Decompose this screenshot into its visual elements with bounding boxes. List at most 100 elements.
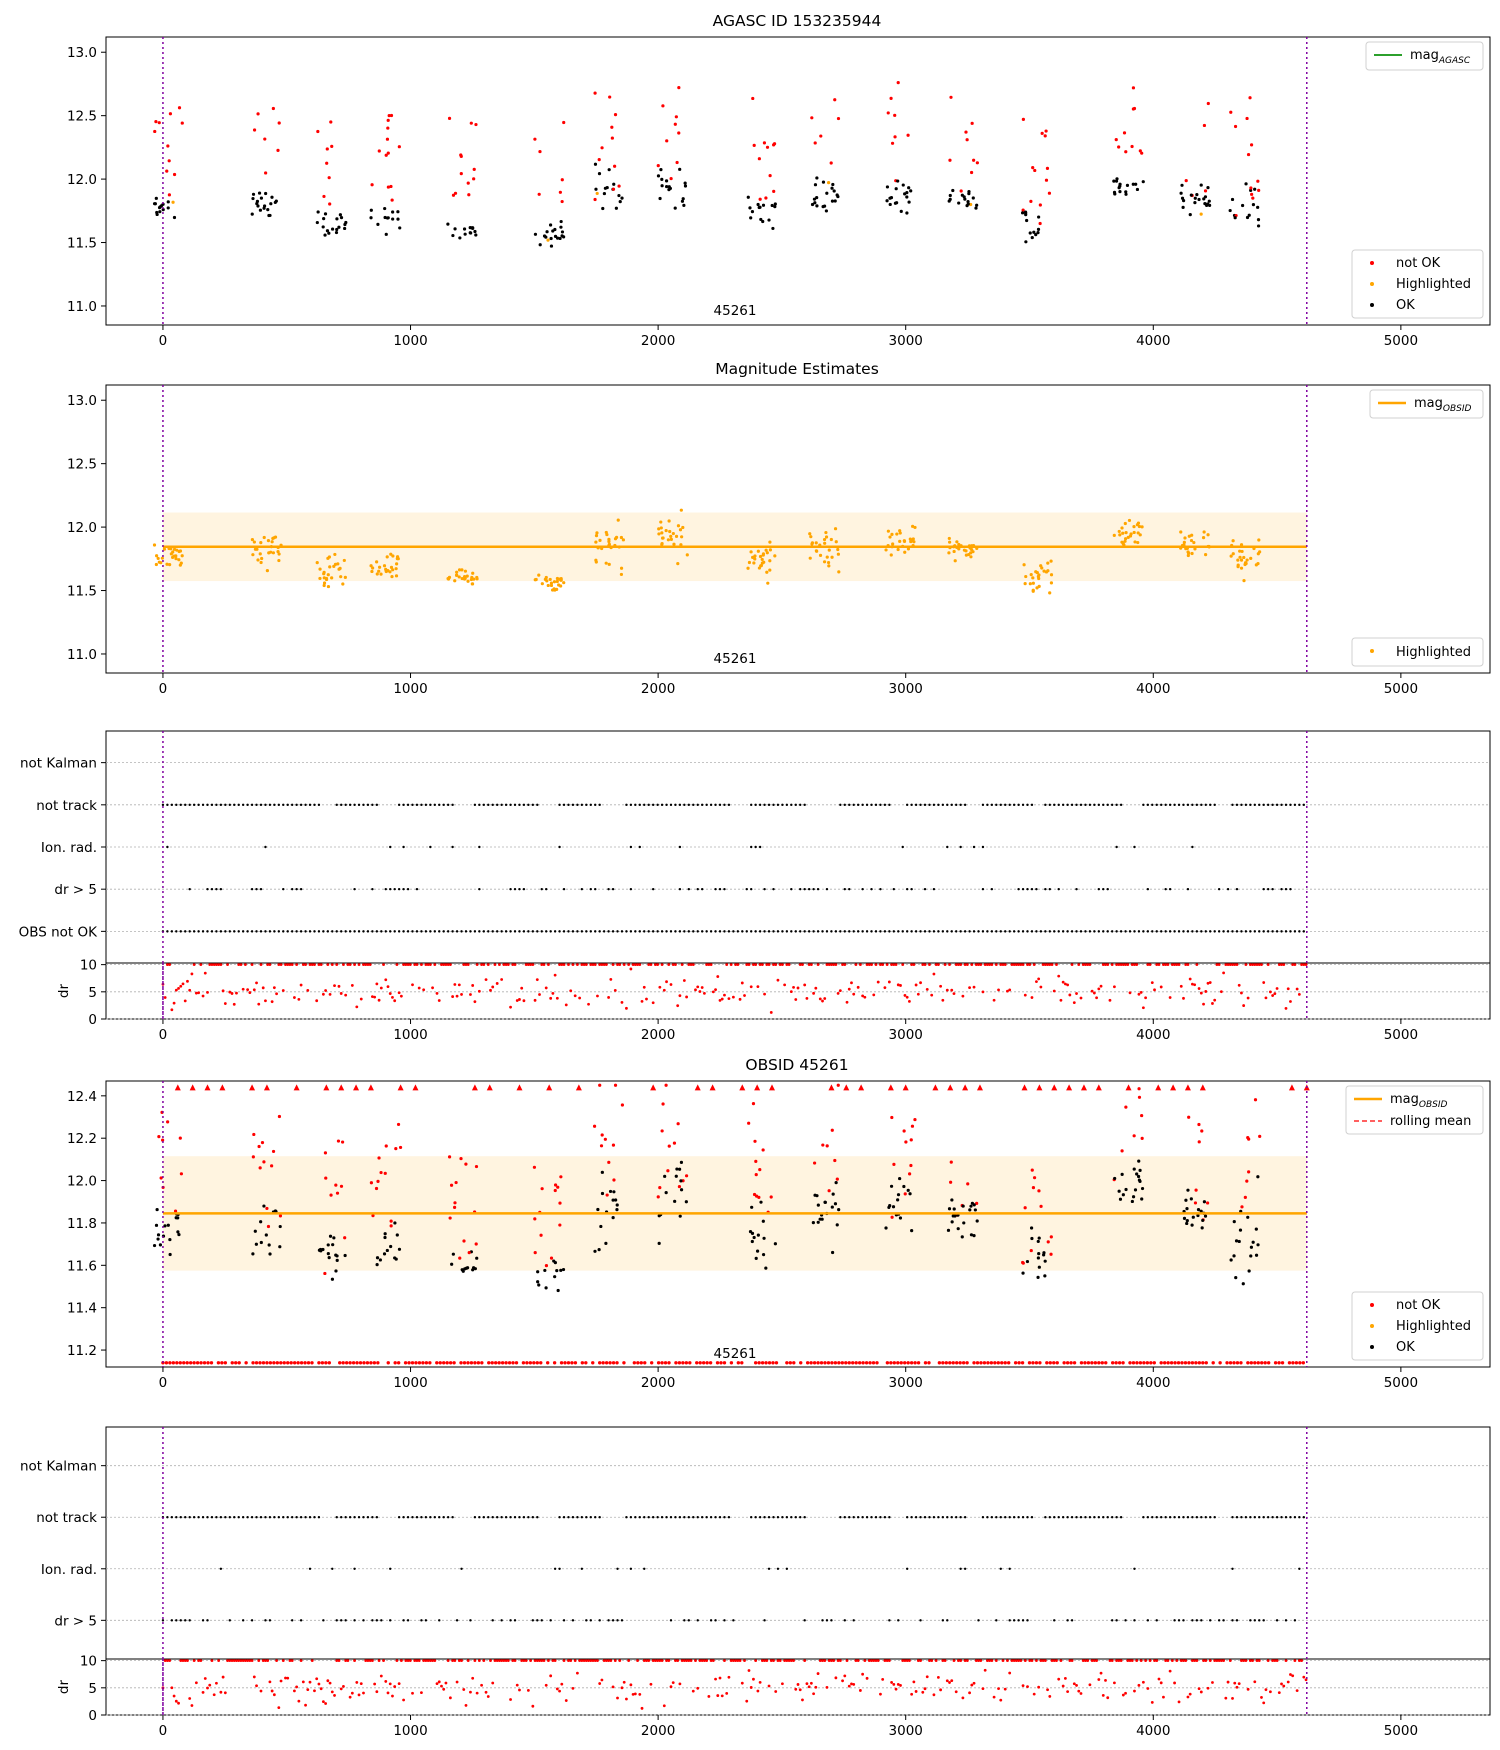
data-point: [681, 1361, 685, 1365]
data-point: [331, 1243, 335, 1247]
dr-point: [313, 1689, 316, 1693]
flag-point: [184, 1619, 187, 1622]
flag-point: [1039, 930, 1043, 933]
data-point: [1132, 525, 1136, 529]
flag-point: [442, 1516, 445, 1519]
data-point: [1138, 1361, 1143, 1365]
data-point: [323, 233, 327, 237]
data-point: [278, 1245, 282, 1249]
data-point: [386, 118, 390, 122]
data-point: [969, 1233, 974, 1237]
data-point: [1118, 1197, 1123, 1201]
dr-point: [232, 1659, 236, 1663]
data-point: [262, 1204, 266, 1208]
data-point: [264, 191, 268, 196]
data-point: [1183, 536, 1187, 540]
flag-point: [228, 930, 231, 933]
data-point: [1193, 547, 1197, 551]
flag-point: [1173, 930, 1176, 933]
dr-point: [168, 1659, 172, 1663]
y-tick-label: 11.8: [67, 1216, 97, 1232]
dr-point: [876, 1659, 880, 1663]
data-point: [1125, 1084, 1132, 1091]
dr-point: [181, 1659, 185, 1663]
dr-point: [633, 1692, 637, 1696]
flag-point: [914, 1516, 918, 1519]
data-point: [833, 199, 837, 203]
flag-point: [634, 930, 637, 933]
data-point: [708, 1361, 713, 1365]
flag-point: [558, 1516, 561, 1519]
data-point: [159, 1176, 163, 1180]
dr-point: [533, 1659, 537, 1663]
dr-point: [1110, 1659, 1114, 1663]
flag-point: [1012, 1516, 1016, 1519]
dr-point: [928, 1659, 931, 1663]
dr-point: [845, 1659, 849, 1663]
data-point: [1234, 1276, 1238, 1280]
dr-point: [939, 1688, 943, 1692]
dr-point: [373, 1682, 377, 1686]
dr-point: [845, 1000, 849, 1004]
dr-point: [473, 1000, 477, 1004]
data-point: [1236, 565, 1240, 569]
dr-point: [1072, 1682, 1076, 1686]
dr-point: [680, 963, 684, 967]
dr-point: [736, 1659, 740, 1663]
dr-point: [1202, 1002, 1205, 1006]
dr-point: [801, 1698, 804, 1702]
data-point: [549, 1256, 554, 1260]
data-point: [327, 231, 331, 235]
flag-point: [821, 1619, 824, 1622]
data-point: [705, 1361, 709, 1365]
flag-point: [380, 1619, 383, 1622]
data-point: [335, 1258, 339, 1262]
data-point: [166, 1120, 170, 1124]
dr-point: [310, 963, 314, 967]
data-point: [326, 584, 331, 589]
data-point: [1242, 579, 1246, 583]
data-point: [1122, 131, 1127, 135]
dr-point: [366, 963, 370, 967]
flag-point: [1084, 803, 1087, 807]
data-point: [377, 569, 381, 573]
dr-point: [293, 1689, 296, 1693]
flag-point: [286, 930, 289, 933]
flag-point: [1293, 803, 1297, 807]
dr-point: [629, 1683, 633, 1687]
flag-point: [491, 1619, 494, 1622]
data-point: [560, 178, 564, 182]
data-point: [821, 180, 826, 184]
y-tick-label: 11.6: [67, 1258, 97, 1274]
dr-point: [580, 963, 584, 967]
dr-point: [627, 1659, 631, 1663]
data-point: [816, 1361, 820, 1365]
data-point: [258, 1166, 262, 1170]
dr-point: [1101, 963, 1105, 967]
data-point: [318, 576, 322, 581]
data-point: [1196, 1208, 1201, 1212]
dr-point: [553, 1659, 557, 1663]
dr-point: [299, 1659, 303, 1663]
data-point: [831, 1192, 835, 1196]
data-point: [1036, 574, 1040, 579]
data-point: [772, 143, 776, 147]
data-point: [830, 186, 834, 190]
data-point: [1036, 1256, 1040, 1260]
data-point: [661, 536, 665, 540]
data-point: [528, 1361, 533, 1365]
data-point: [618, 200, 622, 204]
data-point: [403, 1361, 408, 1365]
dr-point: [919, 1659, 922, 1663]
flag-point: [651, 930, 655, 933]
data-point: [339, 1184, 344, 1188]
data-point: [607, 1160, 611, 1164]
data-point: [913, 1361, 917, 1365]
dr-point: [778, 1659, 782, 1663]
data-point: [397, 1084, 404, 1091]
data-point: [539, 1233, 543, 1237]
data-point: [154, 554, 159, 558]
data-point: [383, 215, 387, 220]
dr-point: [1041, 963, 1045, 967]
dr-point: [1268, 1690, 1272, 1694]
